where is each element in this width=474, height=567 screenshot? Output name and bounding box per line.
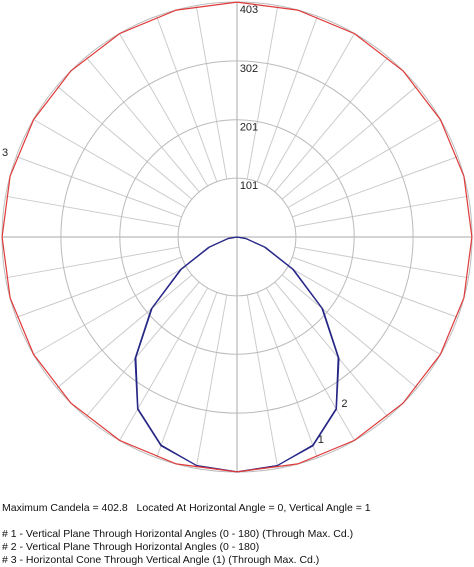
series-label: 1: [318, 434, 324, 446]
spoke: [85, 281, 200, 418]
spoke: [256, 292, 318, 458]
legend: Maximum Candela = 402.8 Located At Horiz…: [2, 476, 472, 567]
spoke: [16, 156, 182, 218]
r-tick-label: 302: [240, 63, 258, 75]
spoke: [266, 287, 355, 441]
spoke: [195, 294, 228, 469]
spoke: [281, 274, 418, 389]
grid-circle: [177, 177, 297, 297]
r-tick-label: 201: [240, 122, 258, 134]
note: Maximum Candela = 402.8 Located At Horiz…: [2, 502, 371, 514]
spoke: [274, 56, 389, 193]
grid-circle: [119, 119, 355, 355]
legend-entry: # 3 - Horizontal Cone Through Vertical A…: [2, 554, 320, 566]
spoke: [156, 292, 218, 458]
spoke: [85, 56, 200, 193]
spoke: [5, 246, 180, 279]
spoke: [195, 5, 228, 180]
spoke: [33, 266, 187, 355]
spoke: [16, 256, 182, 318]
series-label: 3: [2, 147, 8, 159]
spoke: [56, 274, 193, 389]
spoke: [294, 195, 469, 228]
spoke: [287, 119, 441, 208]
r-tick-label: 101: [240, 180, 258, 192]
series-line: [1, 1, 473, 473]
spoke: [287, 266, 441, 355]
spoke: [294, 246, 469, 279]
spoke: [119, 33, 208, 187]
spoke: [119, 287, 208, 441]
spoke: [256, 16, 318, 182]
chart: 101 201 302 403 1 2 3: [1, 1, 473, 473]
legend-entry: # 1 - Vertical Plane Through Horizontal …: [2, 528, 354, 540]
spoke: [246, 294, 279, 469]
spoke: [274, 281, 389, 418]
grid-circle: [60, 60, 414, 414]
series-label: 2: [341, 398, 347, 410]
spoke: [266, 33, 355, 187]
spoke: [281, 85, 418, 200]
spoke: [56, 85, 193, 200]
spoke: [156, 16, 218, 182]
spoke: [33, 119, 187, 208]
legend-entry: # 2 - Vertical Plane Through Horizontal …: [2, 541, 260, 553]
r-tick-label: 403: [240, 4, 258, 16]
spoke: [292, 156, 458, 218]
spoke: [292, 256, 458, 318]
spoke: [246, 5, 279, 180]
spoke: [5, 195, 180, 228]
